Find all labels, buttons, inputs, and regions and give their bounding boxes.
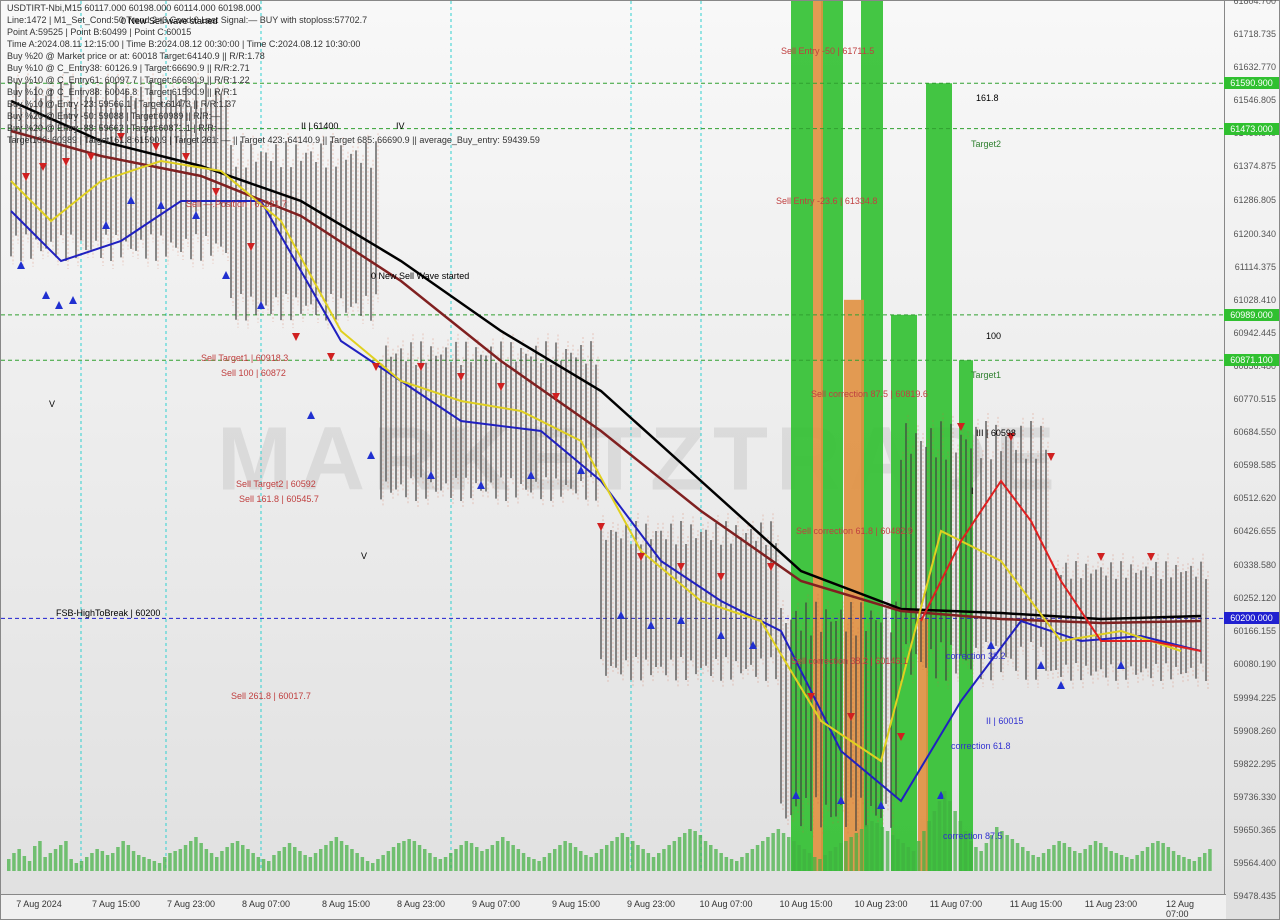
chart-label: Sell —.Position | 61321.7	[186, 199, 287, 209]
y-tick: 61632.770	[1233, 62, 1276, 72]
chart-label: correction 61.8	[951, 741, 1011, 751]
chart-label: Target2	[971, 139, 1001, 149]
x-tick: 7 Aug 2024	[16, 899, 62, 909]
y-tick: 61114.375	[1235, 262, 1276, 272]
y-tick: 60598.585	[1233, 460, 1276, 470]
info-line: Buy %10 @ Entry -23: 59566.1 | Target:61…	[7, 99, 236, 109]
info-line: Buy %10 @ C_Entry61: 60097.7 | Target:66…	[7, 75, 250, 85]
x-axis: 7 Aug 2024 7 Aug 15:00 7 Aug 23:00 8 Aug 07…	[1, 894, 1226, 919]
chart-label: Sell correction 38.2 | 60146.1	[791, 656, 908, 666]
chart-title: USDTIRT-Nbi,M15 60117.000 60198.000 6011…	[7, 3, 261, 13]
x-tick: 11 Aug 07:00	[930, 899, 982, 909]
chart-label: III | 60598	[976, 428, 1016, 438]
y-tick: 60770.515	[1233, 394, 1276, 404]
y-tick: 61200.340	[1233, 229, 1276, 239]
chart-label: Sell Entry -50 | 61711.5	[781, 46, 874, 56]
y-tick: 59822.295	[1233, 759, 1276, 769]
y-tick: 59478.435	[1233, 891, 1276, 901]
y-tick: 61374.875	[1233, 161, 1276, 171]
y-tick: 60942.445	[1233, 328, 1276, 338]
y-tick: 60426.655	[1233, 526, 1276, 536]
x-tick: 9 Aug 15:00	[552, 899, 600, 909]
info-line: Buy %20 @ Entry -88: 59662 | Target:6087…	[7, 123, 225, 133]
chart-label: Sell 161.8 | 60545.7	[239, 494, 319, 504]
info-line: Buy %10 @ C_Entry38: 60126.9 | Target:66…	[7, 63, 250, 73]
y-tick: 61028.410	[1233, 295, 1276, 305]
y-tick: 59564.400	[1233, 858, 1276, 868]
chart-label: 161.8	[976, 93, 999, 103]
chart-label: Sell Entry -23.6 | 61334.8	[776, 196, 877, 206]
chart-label: Sell Target2 | 60592	[236, 479, 316, 489]
chart-label: IV	[396, 121, 405, 131]
x-tick: 8 Aug 15:00	[322, 899, 370, 909]
chart-label: Sell Target1 | 60918.3	[201, 353, 288, 363]
chart-label: Sell correction 87.5 | 60819.6	[811, 389, 928, 399]
x-tick: 11 Aug 15:00	[1010, 899, 1062, 909]
chart-label: I	[971, 486, 974, 496]
x-tick: 10 Aug 15:00	[779, 899, 832, 909]
y-tick-highlight: 60871.100	[1224, 354, 1279, 366]
y-tick: 61546.805	[1233, 95, 1276, 105]
x-tick: 9 Aug 23:00	[627, 899, 675, 909]
x-tick: 8 Aug 07:00	[242, 899, 290, 909]
x-tick: 7 Aug 15:00	[92, 899, 140, 909]
x-tick: 8 Aug 23:00	[397, 899, 445, 909]
y-tick: 60512.620	[1233, 493, 1276, 503]
x-tick: 10 Aug 23:00	[854, 899, 907, 909]
y-tick: 61286.805	[1233, 195, 1276, 205]
x-tick: 12 Aug 07:00	[1166, 899, 1206, 919]
y-tick-highlight: 61473.000	[1224, 123, 1279, 135]
chart-label: 100	[986, 331, 1001, 341]
info-line: Target100: 60989 | Target161.8:61590.9 |…	[7, 135, 540, 145]
chart-label: Sell correction 61.8 | 60482.9	[796, 526, 913, 536]
y-tick: 60684.550	[1233, 427, 1276, 437]
info-line: Buy %20 @ Market price or at: 60018 Targ…	[7, 51, 265, 61]
x-tick: 10 Aug 07:00	[699, 899, 752, 909]
chart-label: V	[361, 551, 367, 561]
chart-label: Sell 100 | 60872	[221, 368, 286, 378]
x-tick: 7 Aug 23:00	[167, 899, 215, 909]
y-tick: 61804.700	[1233, 0, 1276, 6]
y-tick: 59736.330	[1233, 792, 1276, 802]
chart-label: V	[49, 399, 55, 409]
info-line: Time A:2024.08.11 12:15:00 | Time B:2024…	[7, 39, 360, 49]
chart-label: II | 61400	[301, 121, 338, 131]
info-line: Buy %10 @ C_Entry88: 60046.8 | Target:61…	[7, 87, 237, 97]
chart-label: correction 87.5	[943, 831, 1003, 841]
y-tick: 59908.260	[1233, 726, 1276, 736]
y-tick: 60080.190	[1233, 659, 1276, 669]
info-line: Point A:59525 | Point B:60499 | Point C:…	[7, 27, 191, 37]
chart-label: Sell 261.8 | 60017.7	[231, 691, 311, 701]
chart-label: 0 New Sell wave started	[121, 16, 218, 26]
y-tick: 61718.735	[1233, 29, 1276, 39]
y-tick: 60252.120	[1233, 593, 1276, 603]
chart-label: 0 New Sell Wave started	[371, 271, 469, 281]
y-tick: 60166.155	[1233, 626, 1276, 636]
chart-label: Target1	[971, 370, 1001, 380]
y-tick: 59994.225	[1233, 693, 1276, 703]
x-tick: 9 Aug 07:00	[472, 899, 520, 909]
chart-label: II | 60015	[986, 716, 1023, 726]
y-tick: 60338.580	[1233, 560, 1276, 570]
chart-label: FSB-HighToBreak | 60200	[56, 608, 160, 618]
y-axis: 61804.70061718.73561632.77061546.8056146…	[1224, 1, 1279, 896]
y-tick-highlight: 61590.900	[1224, 77, 1279, 89]
x-tick: 11 Aug 23:00	[1085, 899, 1137, 909]
info-line: Buy %20 @ Entry -50: 59088 | Target:6098…	[7, 111, 220, 121]
chart-label: correction 38.2	[946, 651, 1006, 661]
y-tick: 59650.365	[1233, 825, 1276, 835]
y-tick-highlight: 60200.000	[1224, 612, 1279, 624]
y-tick-highlight: 60989.000	[1224, 309, 1279, 321]
